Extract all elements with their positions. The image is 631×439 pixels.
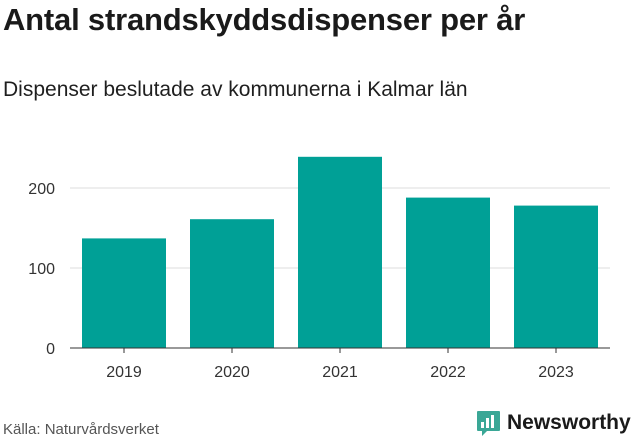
x-tick-label: 2020 — [214, 364, 250, 381]
x-tick-label: 2023 — [538, 364, 574, 381]
bar-2021 — [298, 156, 382, 348]
brand-logo: Newsworthy — [476, 408, 631, 438]
x-tick-label: 2022 — [430, 364, 466, 381]
y-tick-label: 0 — [46, 341, 55, 358]
bar-2023 — [514, 205, 598, 348]
chart-title: Antal strandskyddsdispenser per år — [3, 2, 526, 37]
bar-2020 — [190, 219, 274, 348]
source-note: Källa: Naturvårdsverket — [3, 421, 159, 438]
bar-2019 — [82, 238, 166, 348]
x-tick-label: 2021 — [322, 364, 358, 381]
chart-subtitle: Dispenser beslutade av kommunerna i Kalm… — [3, 78, 468, 101]
newsworthy-logo-icon — [477, 410, 500, 436]
brand-name: Newsworthy — [507, 411, 631, 434]
bar-2022 — [406, 197, 490, 348]
y-tick-label: 100 — [28, 261, 55, 278]
x-tick-label: 2019 — [106, 364, 142, 381]
y-tick-label: 200 — [28, 181, 55, 198]
